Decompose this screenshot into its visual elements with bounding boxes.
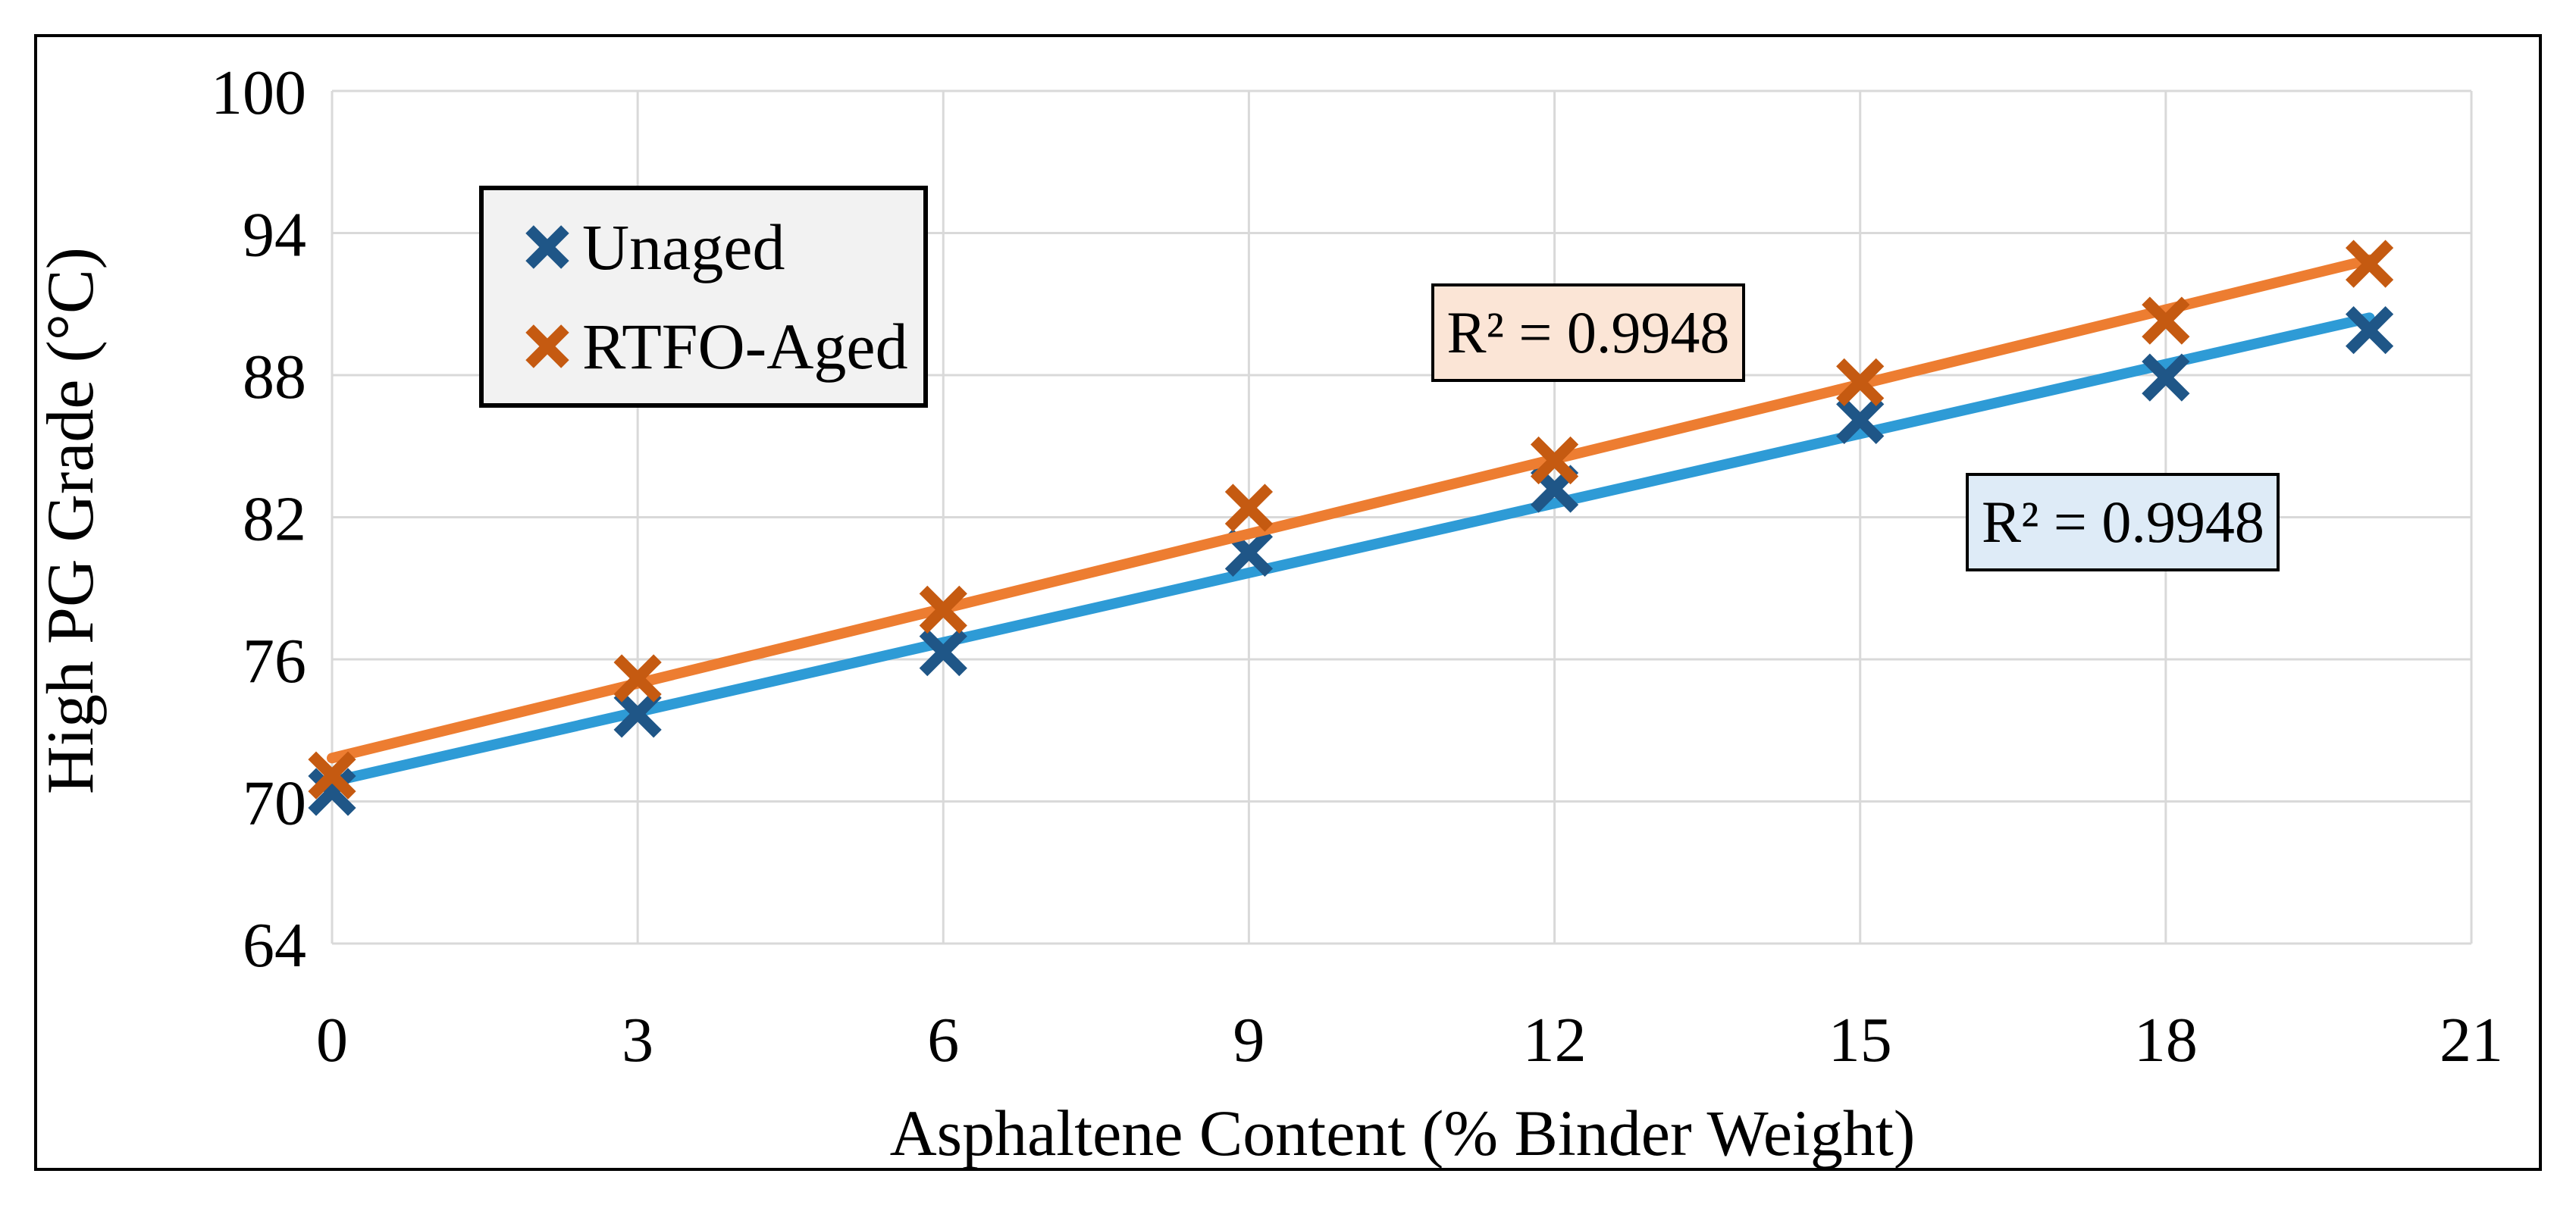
x-tick-label: 15	[1829, 1005, 1892, 1075]
legend-item-unaged: Unaged	[523, 214, 916, 280]
legend-label-unaged: Unaged	[582, 211, 785, 284]
y-tick-label: 88	[243, 342, 306, 412]
data-point-unaged	[919, 628, 967, 677]
legend: Unaged RTFO-Aged	[479, 186, 928, 408]
y-tick-label: 94	[243, 200, 306, 271]
data-point-unaged	[1224, 528, 1274, 577]
trendline-rtfo-aged	[327, 254, 2375, 764]
x-axis-title: Asphaltene Content (% Binder Weight)	[889, 1097, 1916, 1169]
data-point-rtfo-aged	[613, 654, 662, 703]
x-tick-label: 18	[2134, 1005, 2198, 1075]
y-tick-label: 100	[211, 58, 306, 128]
y-tick-label: 82	[243, 484, 306, 555]
x-tick-label: 6	[927, 1005, 959, 1075]
data-point-rtfo-aged	[2142, 296, 2190, 345]
x-tick-label: 12	[1523, 1005, 1587, 1075]
data-point-unaged	[613, 690, 662, 738]
r-squared-annotation-unaged: R² = 0.9948	[1966, 472, 2280, 571]
annotation-text: R² = 0.9948	[1981, 488, 2264, 555]
data-point-rtfo-aged	[2346, 239, 2394, 288]
x-tick-label: 3	[622, 1005, 653, 1075]
data-point-unaged	[2346, 306, 2394, 355]
legend-item-rtfo-aged: RTFO-Aged	[523, 314, 916, 379]
data-point-rtfo-aged	[1836, 358, 1885, 406]
x-marker-icon	[525, 324, 569, 368]
chart-border	[34, 34, 2542, 1171]
y-axis-title: High PG Grade (°C)	[34, 247, 108, 794]
x-tick-label: 0	[316, 1005, 348, 1075]
y-tick-label: 76	[243, 626, 306, 696]
data-point-rtfo-aged	[1224, 484, 1274, 532]
data-point-rtfo-aged	[308, 751, 356, 800]
r-squared-annotation-rtfo: R² = 0.9948	[1431, 283, 1745, 382]
annotation-text: R² = 0.9948	[1446, 299, 1730, 365]
x-tick-label: 9	[1233, 1005, 1264, 1075]
data-point-rtfo-aged	[919, 585, 967, 634]
data-point-unaged	[1836, 396, 1885, 444]
data-point-rtfo-aged	[1530, 436, 1579, 485]
x-tick-label: 21	[2440, 1005, 2503, 1075]
trendline-unaged	[327, 312, 2375, 787]
x-marker-icon	[525, 225, 569, 269]
legend-label-rtfo-aged: RTFO-Aged	[582, 309, 908, 383]
data-point-unaged	[2142, 353, 2190, 402]
y-tick-label: 64	[243, 910, 306, 981]
y-tick-label: 70	[243, 768, 306, 839]
